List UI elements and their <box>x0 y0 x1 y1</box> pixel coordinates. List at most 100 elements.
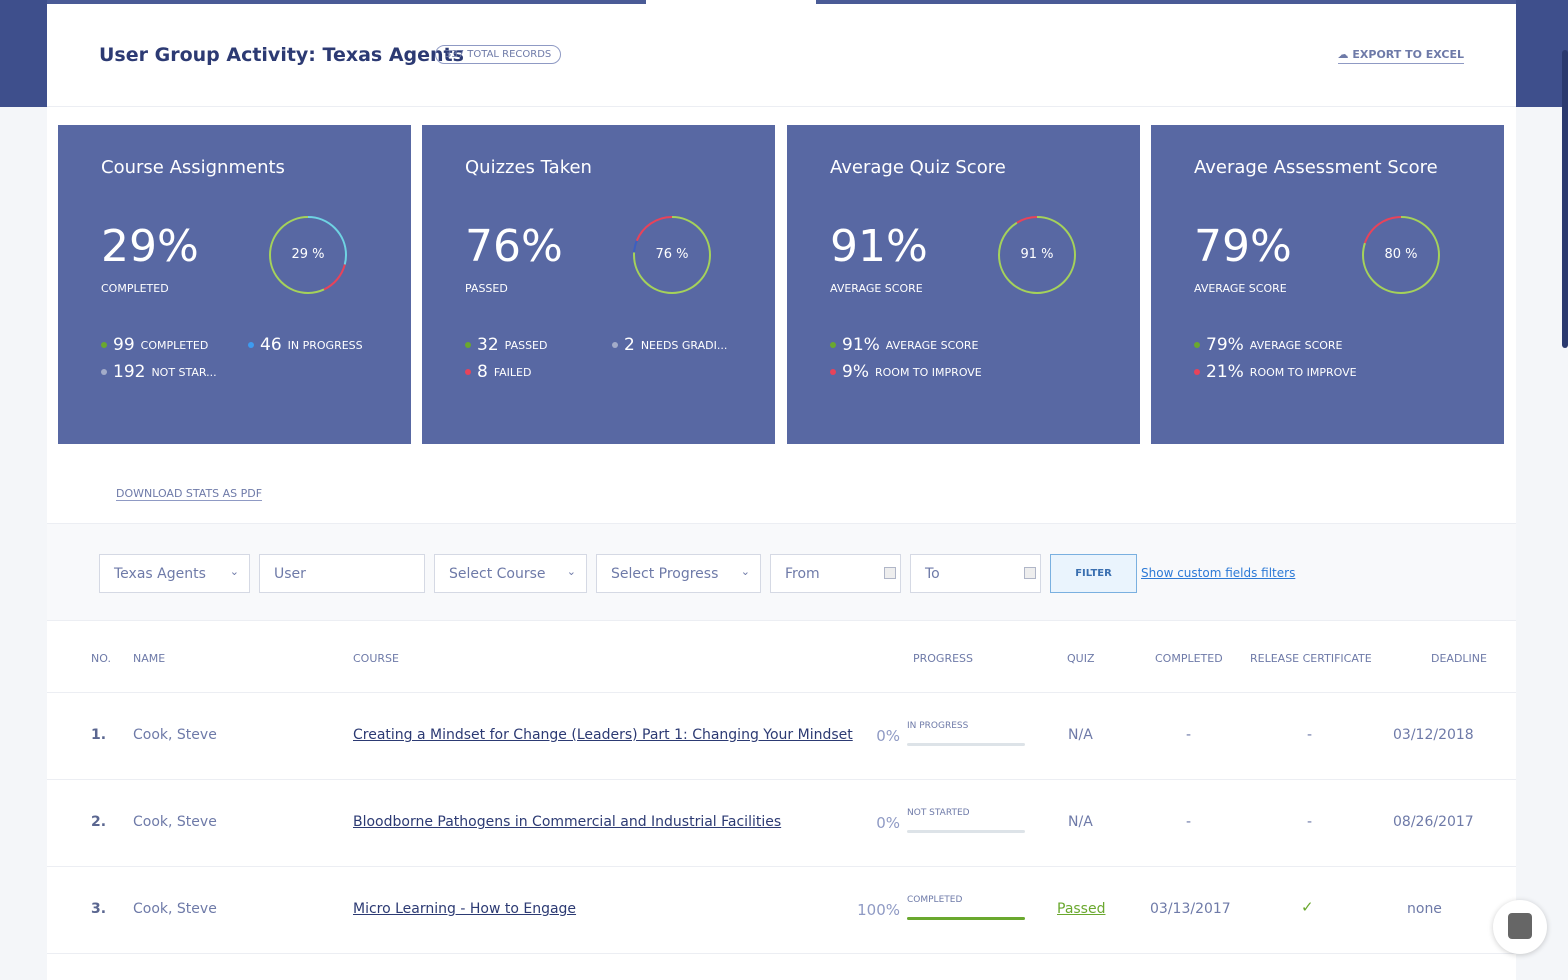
legend-item: 8 FAILED <box>465 362 531 382</box>
legend-dot <box>465 342 471 348</box>
legend-item: 99 COMPLETED <box>101 335 208 355</box>
stat-card: Average Quiz Score 91% AVERAGE SCORE 91 … <box>787 125 1140 444</box>
certificate-cell: - <box>1307 727 1313 743</box>
progress-select[interactable]: Select Progress ⌄ <box>596 554 761 593</box>
card-subtitle: AVERAGE SCORE <box>1194 282 1287 295</box>
check-circle-icon: ✓ <box>1301 898 1314 916</box>
card-value: 91% <box>830 221 928 272</box>
download-stats-pdf-link[interactable]: DOWNLOAD STATS AS PDF <box>116 487 263 501</box>
cloud-download-icon: ☁ <box>1337 48 1353 61</box>
ring-segment <box>998 216 1076 294</box>
from-date-input[interactable]: From <box>770 554 901 593</box>
chevron-down-icon: ⌄ <box>566 565 576 578</box>
column-header: COURSE <box>353 652 399 665</box>
course-link[interactable]: Micro Learning - How to Engage <box>353 901 577 917</box>
progress-status: IN PROGRESS <box>907 721 969 731</box>
scrollbar[interactable] <box>1562 50 1568 348</box>
quiz-result: N/A <box>1068 727 1093 743</box>
legend-item: 2 NEEDS GRADI... <box>612 335 727 355</box>
column-header: DEADLINE <box>1431 652 1487 665</box>
legend-dot <box>101 342 107 348</box>
card-subtitle: COMPLETED <box>101 282 169 295</box>
progress-percent: 0% <box>876 727 900 745</box>
row-number: 1. <box>91 727 107 743</box>
user-name: Cook, Steve <box>133 814 217 830</box>
course-select[interactable]: Select Course ⌄ <box>434 554 587 593</box>
table-row: 2. Cook, Steve Bloodborne Pathogens in C… <box>47 780 1516 867</box>
card-title: Average Assessment Score <box>1194 157 1438 178</box>
progress-bar <box>907 743 1025 746</box>
ring-segment <box>269 216 347 294</box>
group-select[interactable]: Texas Agents ⌄ <box>99 554 250 593</box>
filter-button[interactable]: FILTER <box>1050 554 1137 593</box>
card-value: 79% <box>1194 221 1292 272</box>
donut-label: 91 % <box>1020 247 1054 262</box>
column-header: COMPLETED <box>1155 652 1223 665</box>
page-title: User Group Activity: Texas Agents <box>99 44 464 66</box>
legend-dot <box>830 342 836 348</box>
divider <box>47 692 1516 693</box>
donut-chart <box>1362 216 1440 294</box>
card-value: 76% <box>465 221 563 272</box>
completed-date: 03/13/2017 <box>1150 901 1231 917</box>
card-subtitle: AVERAGE SCORE <box>830 282 923 295</box>
legend-dot <box>1194 369 1200 375</box>
progress-status: COMPLETED <box>907 895 963 905</box>
legend-item: 9% ROOM TO IMPROVE <box>830 362 982 382</box>
completed-date: - <box>1186 727 1192 743</box>
course-link[interactable]: Bloodborne Pathogens in Commercial and I… <box>353 814 782 830</box>
donut-label: 80 % <box>1384 247 1418 262</box>
certificate-cell: - <box>1307 814 1313 830</box>
card-title: Average Quiz Score <box>830 157 1006 178</box>
card-subtitle: PASSED <box>465 282 508 295</box>
chat-launcher-button[interactable] <box>1493 900 1547 954</box>
to-date-input[interactable]: To <box>910 554 1041 593</box>
progress-percent: 0% <box>876 814 900 832</box>
quiz-result[interactable]: Passed <box>1057 901 1106 917</box>
stat-card: Average Assessment Score 79% AVERAGE SCO… <box>1151 125 1504 444</box>
user-name: Cook, Steve <box>133 901 217 917</box>
donut-chart <box>998 216 1076 294</box>
calendar-icon[interactable] <box>884 567 896 579</box>
user-input[interactable]: User <box>259 554 425 593</box>
page-header: User Group Activity: Texas Agents 337 TO… <box>47 4 1516 107</box>
table-row: 3. Cook, Steve Micro Learning - How to E… <box>47 867 1516 954</box>
ring-segment <box>1362 216 1440 294</box>
filter-bar: Texas Agents ⌄ User Select Course ⌄ Select… <box>47 523 1516 621</box>
legend-dot <box>1194 342 1200 348</box>
quiz-result: N/A <box>1068 814 1093 830</box>
ring-segment <box>633 216 711 294</box>
chevron-down-icon: ⌄ <box>229 565 239 578</box>
column-header: NAME <box>133 652 166 665</box>
progress-percent: 100% <box>857 901 900 919</box>
user-name: Cook, Steve <box>133 727 217 743</box>
total-records-badge: 337 TOTAL RECORDS <box>435 45 562 64</box>
column-header: NO. <box>91 652 111 665</box>
legend-dot <box>612 342 618 348</box>
legend-item: 91% AVERAGE SCORE <box>830 335 979 355</box>
progress-status: NOT STARTED <box>907 808 970 818</box>
custom-fields-filters-link[interactable]: Show custom fields filters <box>1141 566 1296 580</box>
legend-dot <box>465 369 471 375</box>
legend-item: 79% AVERAGE SCORE <box>1194 335 1343 355</box>
column-header: QUIZ <box>1067 652 1095 665</box>
progress-bar <box>907 917 1025 920</box>
active-tab[interactable] <box>646 0 816 4</box>
legend-item: 32 PASSED <box>465 335 547 355</box>
tab-strip <box>47 0 1516 4</box>
legend-dot <box>830 369 836 375</box>
stat-card: Quizzes Taken 76% PASSED 76 % 32 PASSED 2 NE… <box>422 125 775 444</box>
deadline-date: none <box>1407 901 1442 917</box>
card-title: Course Assignments <box>101 157 285 178</box>
card-title: Quizzes Taken <box>465 157 592 178</box>
card-value: 29% <box>101 221 199 272</box>
export-to-excel-button[interactable]: ☁ EXPORT TO EXCEL <box>1337 48 1464 64</box>
donut-label: 76 % <box>655 247 689 262</box>
course-link[interactable]: Creating a Mindset for Change (Leaders) … <box>353 727 853 743</box>
legend-item: 46 IN PROGRESS <box>248 335 363 355</box>
main-panel: User Group Activity: Texas Agents 337 TO… <box>47 4 1516 980</box>
completed-date: - <box>1186 814 1192 830</box>
calendar-icon[interactable] <box>1024 567 1036 579</box>
deadline-date: 08/26/2017 <box>1393 814 1474 830</box>
table-row: 1. Cook, Steve Creating a Mindset for Ch… <box>47 693 1516 780</box>
